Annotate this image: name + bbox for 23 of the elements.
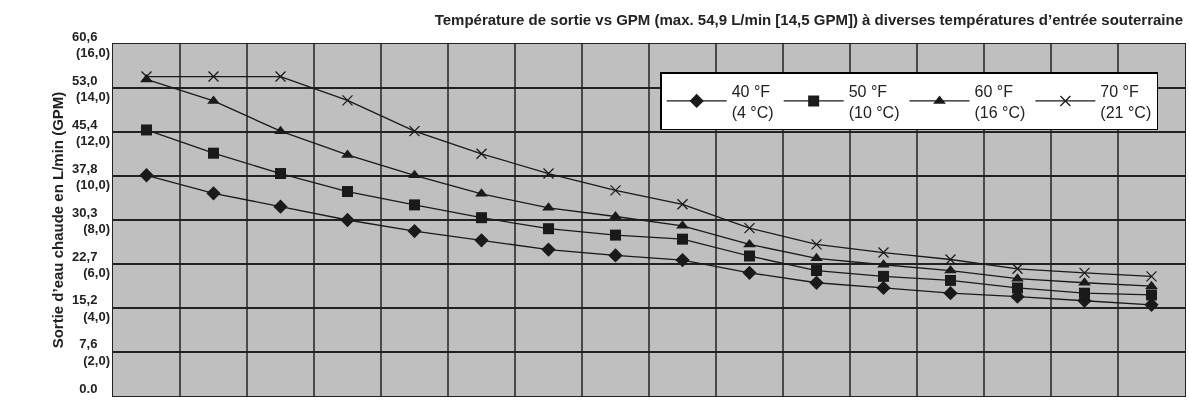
y2-tick-label: (4,0) [83,308,110,324]
y-tick-label: 53,0 [72,72,98,88]
legend-label: 60 °F (16 °C) [974,82,1026,121]
y-tick-label: 7,6 [79,336,98,352]
y-tick-label: 45,4 [72,116,99,132]
y2-tick-label: (8,0) [83,220,110,236]
y2-tick-label: (10,0) [76,176,110,192]
y-tick-label: 22,7 [72,248,98,264]
chart-title: Température de sortie vs GPM (max. 54,9 L/min [14,5 GPM]) à diverses températures d’entrée souterraine [434,10,1184,28]
y2-tick-label: (12,0) [76,132,110,148]
y-tick-label: 60,6 [72,28,98,44]
legend-label: 50 °F (10 °C) [848,82,900,121]
y2-tick-label: (2,0) [83,352,110,368]
legend-label: 70 °F (21 °C) [1100,82,1152,121]
y2-tick-label: (14,0) [76,88,110,104]
y-tick-label: 15,2 [72,292,98,308]
y-tick-label: 37,8 [72,160,98,176]
y-tick-label: 0.0 [79,380,98,396]
legend-label: 40 °F (4 °C) [731,82,774,121]
y-tick-label: 30,3 [72,204,98,220]
y-axis-title: Sortie d’eau chaude en L/min (GPM) [49,91,67,349]
y2-tick-label: (6,0) [83,264,110,280]
y2-tick-label: (16,0) [76,44,110,60]
